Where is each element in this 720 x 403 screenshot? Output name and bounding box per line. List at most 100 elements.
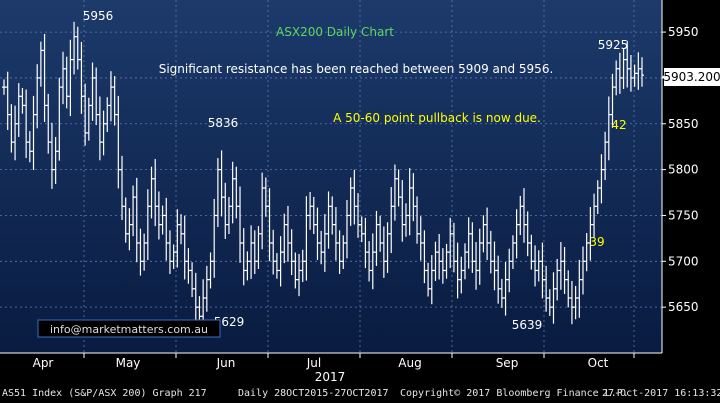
- price-bar: [31, 95, 36, 170]
- price-bar: [426, 262, 431, 297]
- price-bar: [562, 247, 567, 294]
- price-bar: [580, 246, 585, 295]
- price-bar: [566, 270, 571, 308]
- price-bar: [234, 166, 239, 219]
- price-bar: [363, 217, 368, 269]
- y-tick-label: 5650: [668, 300, 699, 314]
- price-bar: [533, 245, 538, 287]
- price-bar: [610, 73, 615, 128]
- price-bar: [308, 191, 313, 230]
- price-bar: [35, 64, 40, 129]
- price-bar: [311, 196, 316, 234]
- price-bar: [555, 258, 560, 301]
- footer-timestamp: 27-Oct-2017 16:13:32: [602, 388, 720, 399]
- price-bar: [72, 21, 77, 75]
- price-bar: [267, 188, 272, 262]
- price-bar: [116, 95, 121, 189]
- price-bar: [13, 105, 18, 161]
- price-bar: [400, 180, 405, 242]
- price-bar: [134, 177, 139, 263]
- footer-copyright: Copyright© 2017 Bloomberg Finance L.P.: [400, 388, 629, 399]
- price-bar: [422, 230, 427, 284]
- price-bar: [90, 62, 95, 121]
- y-tick-label: 5750: [668, 208, 699, 222]
- price-bar: [38, 41, 43, 87]
- price-bar: [378, 215, 383, 252]
- price-bar: [407, 168, 412, 236]
- price-bar: [5, 71, 10, 131]
- price-bar: [510, 235, 515, 270]
- price-bar: [503, 262, 508, 316]
- price-bar: [577, 259, 582, 318]
- price-bar: [153, 158, 158, 227]
- price-bar: [448, 217, 453, 269]
- footer-bar: AS51 Index (S&P/ASX 200) Graph 217 Daily…: [0, 385, 720, 403]
- price-bar: [392, 164, 397, 221]
- price-bar: [459, 256, 464, 294]
- price-bar: [367, 241, 372, 282]
- label-39: 39: [589, 235, 604, 249]
- price-bar: [49, 122, 54, 189]
- label-5956: 5956: [83, 9, 114, 23]
- price-bar: [488, 230, 493, 274]
- price-bar: [304, 196, 309, 281]
- price-bar: [584, 233, 589, 272]
- price-bar: [632, 64, 637, 87]
- y-tick-label: 5700: [668, 254, 699, 268]
- price-bar: [138, 228, 143, 276]
- price-bar: [219, 150, 224, 217]
- price-bar: [429, 255, 434, 305]
- price-bar: [241, 228, 246, 286]
- price-bar: [529, 234, 534, 270]
- price-bar: [293, 252, 298, 289]
- price-bar: [440, 248, 445, 284]
- price-bar: [120, 155, 125, 221]
- plot-area: [0, 0, 662, 353]
- label-5836: 5836: [208, 116, 239, 130]
- price-bar: [466, 217, 471, 269]
- price-bar: [462, 243, 467, 280]
- price-bar: [53, 136, 58, 184]
- price-bar: [16, 83, 21, 137]
- label-5639: 5639: [512, 318, 543, 332]
- label-42: 42: [611, 118, 626, 132]
- price-bar: [418, 216, 423, 261]
- price-bar: [164, 197, 169, 261]
- annotation-resistance: Significant resistance has been reached …: [159, 62, 554, 76]
- price-bar: [112, 76, 117, 126]
- price-bar: [356, 193, 361, 238]
- price-bar: [389, 187, 394, 254]
- price-bar: [271, 229, 276, 275]
- price-bar: [274, 253, 279, 279]
- price-bar: [569, 280, 574, 325]
- contact-email[interactable]: info@marketmatters.com.au: [50, 323, 208, 336]
- price-bar: [256, 226, 261, 270]
- x-axis-ticks: Apr May Jun Jul Aug Sep Oct: [33, 353, 635, 370]
- footer-range: Daily 28OCT2015-27OCT2017: [238, 388, 389, 399]
- price-bar: [433, 241, 438, 281]
- price-bar: [592, 193, 597, 238]
- price-bar: [507, 248, 512, 293]
- price-bar: [514, 209, 519, 259]
- price-bar: [167, 230, 172, 274]
- price-bar: [289, 229, 294, 276]
- price-bar: [359, 216, 364, 243]
- price-bar: [101, 110, 106, 156]
- price-bar: [599, 154, 604, 204]
- price-bar: [64, 56, 69, 109]
- price-bar: [640, 57, 644, 87]
- price-bar: [385, 222, 390, 273]
- price-bar: [352, 169, 357, 225]
- price-bar: [142, 233, 147, 271]
- price-bar: [540, 242, 545, 299]
- price-bar: [42, 33, 47, 122]
- price-bar: [333, 207, 338, 261]
- price-bar: [474, 242, 479, 290]
- price-bar: [68, 39, 73, 117]
- price-bar: [525, 211, 530, 257]
- price-bar: [245, 251, 250, 281]
- price-bar: [370, 233, 375, 290]
- price-bar: [547, 289, 552, 316]
- price-bar: [226, 196, 231, 234]
